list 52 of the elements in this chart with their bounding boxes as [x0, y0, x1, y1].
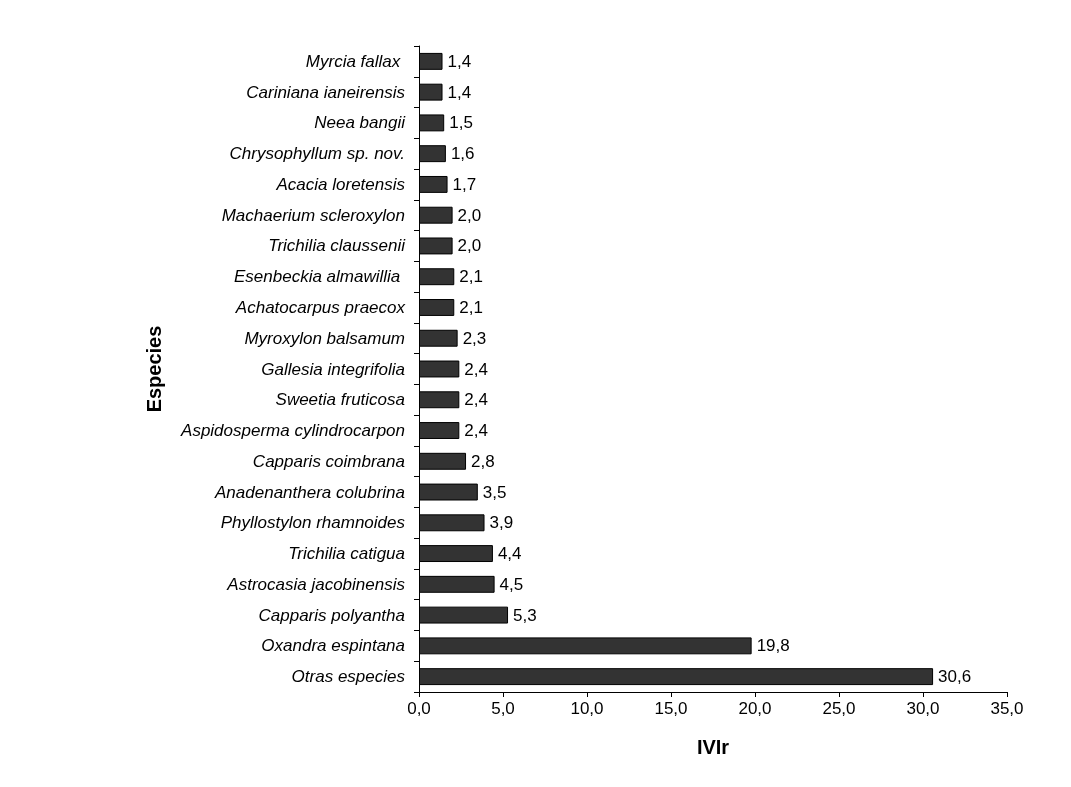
data-label: 4,5 — [499, 574, 524, 594]
data-label: 3,9 — [489, 513, 514, 533]
y-tick-label: Esenbeckia almawillia — [233, 267, 405, 287]
x-tick-label: 35,0 — [990, 699, 1024, 718]
data-label: 1,6 — [450, 144, 475, 164]
x-axis-title: IVIr — [696, 736, 730, 758]
data-label: 2,4 — [464, 390, 488, 410]
data-label: 2,1 — [459, 297, 483, 317]
x-tick-label: 15,0 — [654, 699, 688, 718]
data-label: 2,1 — [459, 267, 483, 287]
data-label: 1,7 — [452, 174, 477, 194]
y-axis-title: Especies — [143, 325, 165, 413]
y-tick-label: Myroxylon balsamum — [244, 328, 405, 348]
y-tick-label: Otras especies — [291, 667, 406, 687]
y-tick-label: Machaerium scleroxylon — [221, 205, 405, 225]
data-label: 2,8 — [471, 451, 495, 471]
data-label: 2,3 — [462, 328, 487, 348]
data-label: 2,0 — [457, 236, 482, 256]
x-tick-label: 20,0 — [738, 699, 772, 718]
data-label: 2,0 — [457, 205, 482, 225]
y-tick-label: Phyllostylon rhamnoides — [220, 513, 406, 533]
data-label: 1,5 — [449, 113, 473, 133]
data-label: 30,6 — [938, 667, 972, 687]
y-tick-label: Aspidosperma cylindrocarpon — [180, 421, 405, 441]
y-tick-label: Achatocarpus praecox — [234, 297, 406, 317]
y-tick-label: Cariniana ianeirensis — [246, 82, 406, 102]
y-tick-label: Gallesia integrifolia — [261, 359, 405, 379]
data-label: 1,4 — [447, 82, 472, 102]
y-tick-label: Trichilia claussenii — [268, 236, 407, 256]
y-tick-label: Trichilia catigua — [288, 544, 405, 564]
y-tick-label: Sweetia fruticosa — [275, 390, 405, 410]
y-tick-label: Capparis coimbrana — [252, 451, 405, 471]
data-label: 2,4 — [464, 359, 488, 379]
data-label: 19,8 — [756, 636, 790, 656]
y-tick-label: Neea bangii — [314, 113, 407, 133]
x-tick-label: 0,0 — [407, 699, 431, 718]
x-tick-label: 30,0 — [906, 699, 940, 718]
y-tick-label: Astrocasia jacobinensis — [226, 574, 406, 594]
y-tick-label: Chrysophyllum sp. nov. — [229, 144, 405, 164]
data-label: 4,4 — [497, 544, 522, 564]
x-tick-label: 10,0 — [570, 699, 604, 718]
x-tick-label: 5,0 — [491, 699, 515, 718]
data-label: 5,3 — [513, 605, 537, 625]
data-label: 3,5 — [482, 482, 507, 502]
x-tick-label: 25,0 — [822, 699, 856, 718]
y-tick-label: Oxandra espintana — [261, 636, 405, 656]
y-tick-label: Capparis polyantha — [258, 605, 405, 625]
data-label: 1,4 — [447, 51, 472, 71]
y-tick-label: Anadenanthera colubrina — [214, 482, 405, 502]
y-tick-label: Myrcia fallax — [305, 51, 405, 71]
data-label: 2,4 — [464, 421, 488, 441]
y-tick-label: Acacia loretensis — [275, 174, 406, 194]
